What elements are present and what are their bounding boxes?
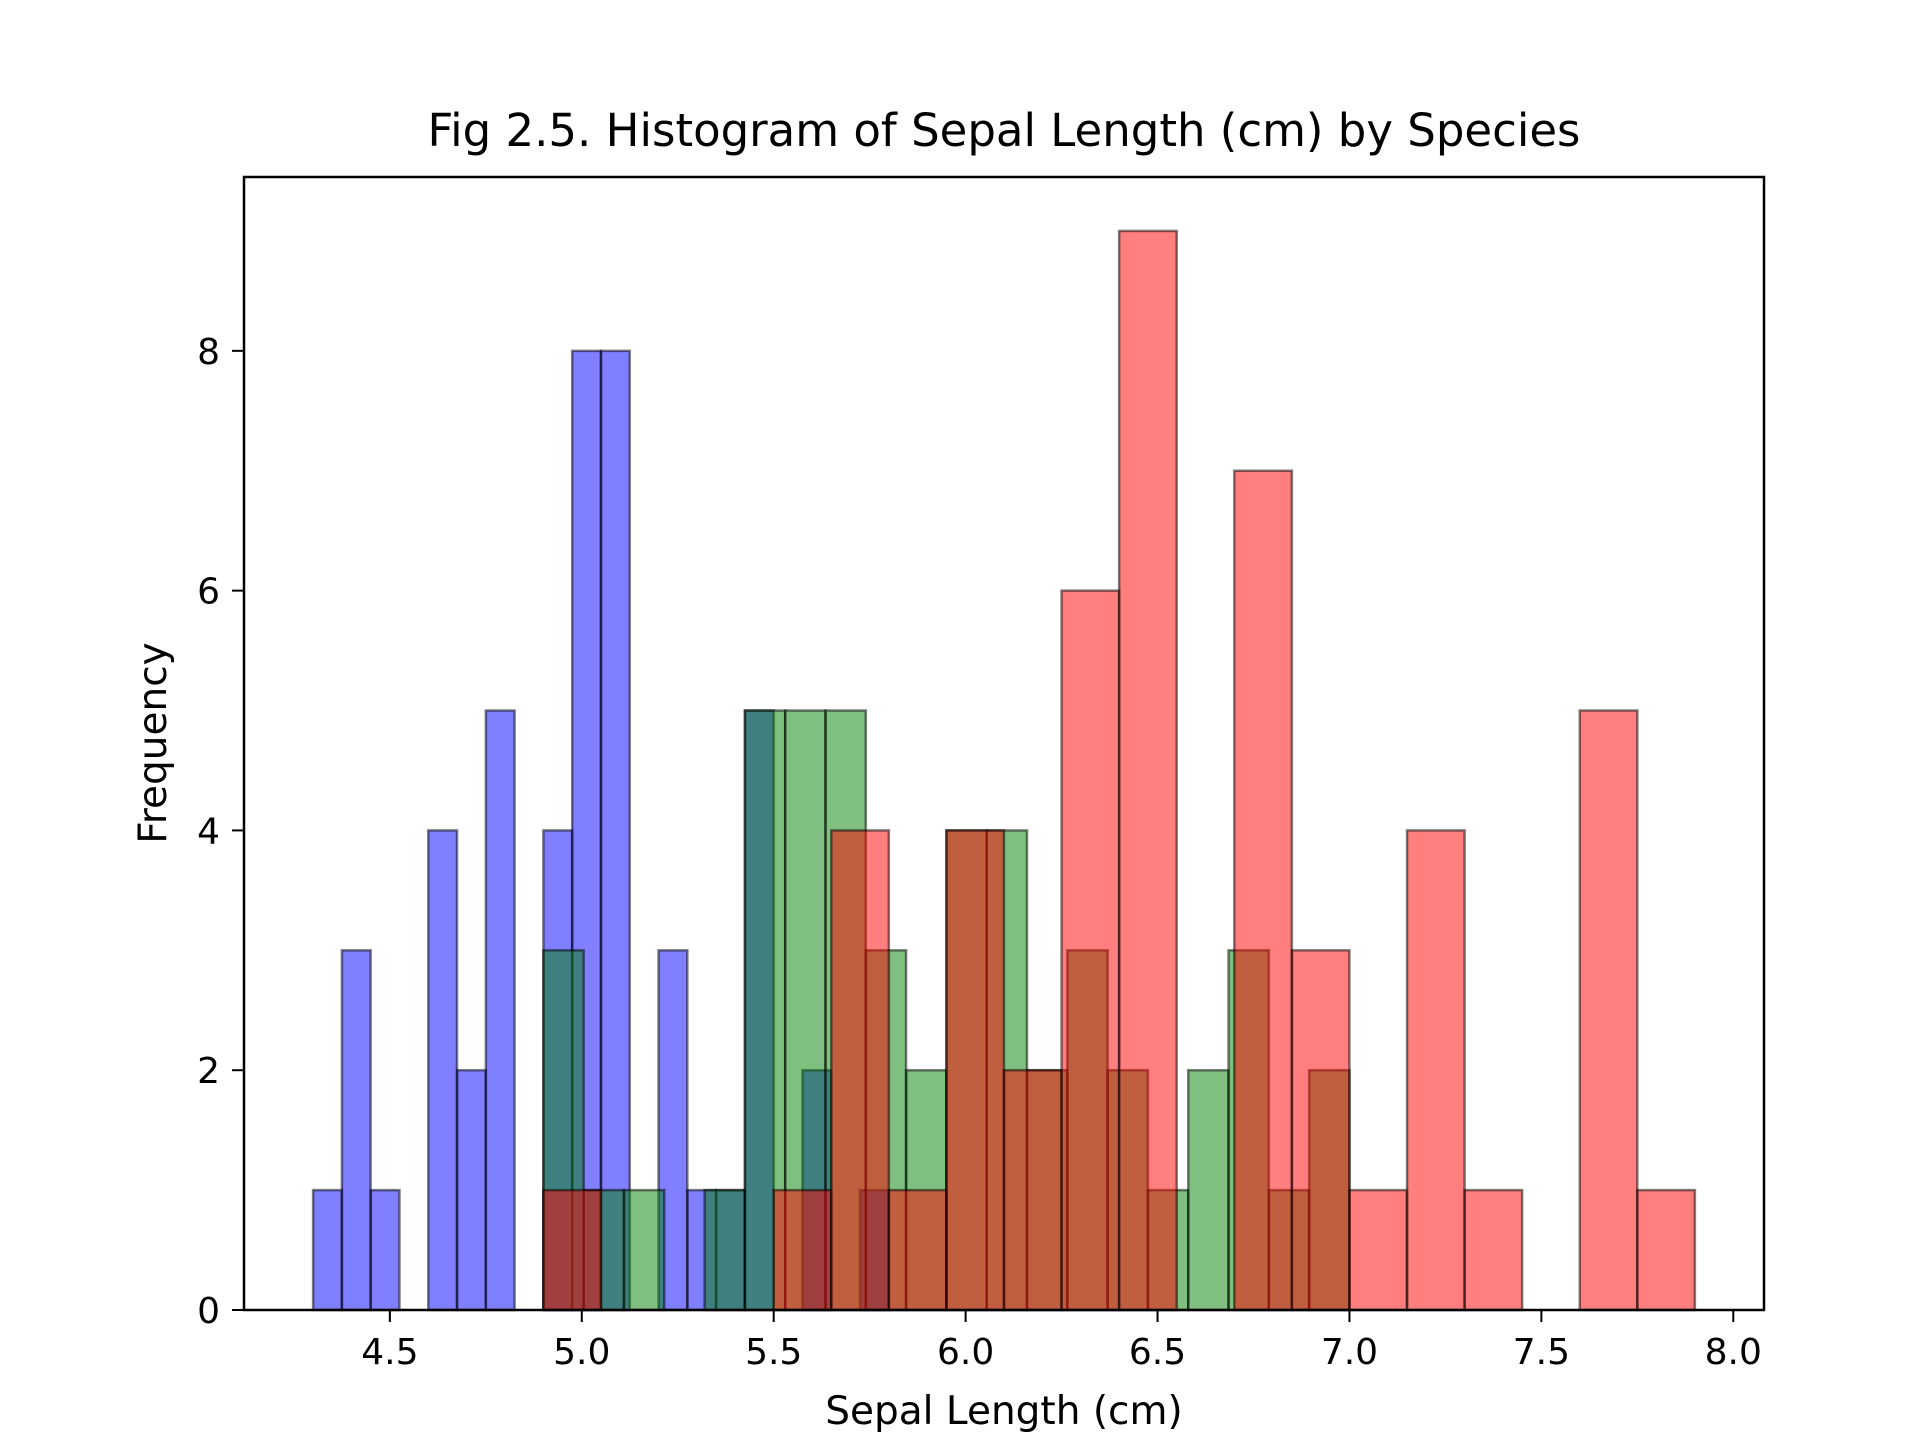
histogram-bar: [426, 829, 459, 1312]
histogram-bar: [1233, 469, 1294, 1312]
histogram-bar: [887, 1188, 948, 1312]
chart-title: Fig 2.5. Histogram of Sepal Length (cm) …: [428, 104, 1581, 157]
y-tick-label: 4: [197, 811, 220, 852]
histogram-bar: [703, 1188, 747, 1312]
y-tick-label: 0: [197, 1291, 220, 1332]
histogram-bar: [1117, 229, 1178, 1312]
histogram-bar: [1463, 1188, 1524, 1312]
y-axis-label: Frequency: [131, 642, 176, 843]
y-tick-label: 2: [197, 1051, 220, 1092]
histogram-bar: [455, 1068, 488, 1312]
x-tick-label: 6.5: [1129, 1332, 1186, 1373]
histogram-bar: [311, 1188, 344, 1312]
x-tick-label: 5.0: [553, 1332, 610, 1373]
histogram-bar: [369, 1188, 401, 1312]
x-tick-label: 6.0: [937, 1332, 994, 1373]
x-tick-label: 8.0: [1705, 1332, 1762, 1373]
x-tick-label: 5.5: [745, 1332, 802, 1373]
histogram-bar: [1290, 949, 1351, 1312]
histogram-bar: [340, 949, 372, 1312]
histogram-bar: [830, 829, 891, 1312]
x-tick-label: 7.5: [1513, 1332, 1570, 1373]
series-2-bars: [542, 229, 1697, 1312]
histogram-bar: [1636, 1188, 1697, 1312]
histogram-bar: [622, 1188, 666, 1312]
histogram-bar: [1002, 1068, 1063, 1312]
y-axis-ticks: 0 2 4 6 8: [197, 332, 244, 1332]
x-tick-label: 7.0: [1321, 1332, 1378, 1373]
histogram-bars: [311, 229, 1697, 1312]
x-axis-ticks: 4.5 5.0 5.5 6.0 6.5 7.0 7.5 8.0: [361, 1310, 1762, 1373]
histogram-bar: [945, 829, 1006, 1312]
x-tick-label: 4.5: [361, 1332, 418, 1373]
histogram-bar: [1348, 1188, 1409, 1312]
y-tick-label: 6: [197, 572, 220, 613]
plot-frame: [242, 175, 1766, 1312]
histogram-bar: [542, 1188, 603, 1312]
x-axis-label: Sepal Length (cm): [825, 1389, 1182, 1434]
histogram-bar: [484, 709, 516, 1312]
histogram-bar: [1186, 1068, 1230, 1312]
histogram-bar: [1060, 589, 1121, 1312]
histogram-bar: [1578, 709, 1639, 1312]
histogram-bar: [599, 349, 632, 1312]
histogram-bar: [772, 1188, 833, 1312]
y-tick-label: 8: [197, 332, 220, 373]
histogram-bar: [1405, 829, 1466, 1312]
